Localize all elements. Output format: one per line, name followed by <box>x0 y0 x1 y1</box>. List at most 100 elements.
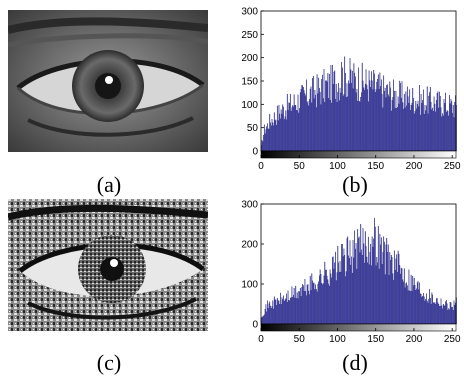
y-tick-label: 0 <box>252 147 258 158</box>
histogram-bar <box>273 112 275 152</box>
histogram-bar <box>390 259 391 325</box>
histogram-bar <box>355 92 357 152</box>
histogram-bar <box>426 86 428 152</box>
histogram-bar <box>289 298 291 325</box>
histogram-bar <box>262 316 264 325</box>
histogram-bar <box>307 101 309 152</box>
histogram-bar <box>317 283 319 325</box>
histogram-bar <box>296 292 298 325</box>
histogram-bar <box>372 89 374 152</box>
histogram-bar <box>281 113 283 152</box>
histogram-bar <box>387 244 389 325</box>
histogram-bar <box>364 83 366 152</box>
histogram-bar <box>327 279 329 325</box>
histogram-bar <box>315 107 317 152</box>
histogram-bar <box>265 129 267 152</box>
histogram-bar <box>378 88 380 152</box>
histogram-bar <box>454 101 456 152</box>
histogram-bar <box>390 255 392 325</box>
histogram-bar <box>276 298 278 325</box>
histogram-bar <box>340 271 342 325</box>
histogram-bar <box>426 293 427 325</box>
histogram-bar <box>410 291 411 325</box>
histogram-bar <box>381 94 383 152</box>
x-tick-label: 50 <box>294 334 306 345</box>
histogram-bar <box>365 246 367 325</box>
histogram-bar <box>274 120 276 152</box>
histogram-bar <box>343 94 345 152</box>
histogram-bar <box>344 254 346 325</box>
histogram-bar <box>330 273 332 325</box>
histogram-bar <box>380 86 381 152</box>
histogram-bar <box>279 303 281 325</box>
histogram-bar <box>432 107 433 152</box>
histogram-bar <box>265 304 267 325</box>
histogram-bar <box>344 56 346 152</box>
histogram-bar <box>445 301 446 325</box>
histogram-bar <box>292 105 294 152</box>
y-tick-label: 150 <box>241 77 258 88</box>
histogram-bar <box>390 87 391 152</box>
histogram-bar <box>329 269 331 325</box>
histogram-bar <box>390 110 392 152</box>
histogram-bar <box>305 95 307 152</box>
histogram-bar <box>315 94 317 152</box>
histogram-bar <box>335 98 336 152</box>
histogram-bar <box>453 117 455 152</box>
histogram-bar <box>341 244 343 325</box>
histogram-bar <box>285 298 287 325</box>
histogram-d: 0 100 200 300 0 50 100 150 200 250 <box>230 198 462 348</box>
histogram-bar <box>438 303 440 325</box>
histogram-bar <box>330 65 332 152</box>
histogram-bar <box>324 261 326 325</box>
histogram-bar <box>403 281 404 325</box>
histogram-bar <box>365 69 367 152</box>
histogram-bar <box>381 264 383 325</box>
histogram-bar <box>385 244 387 325</box>
histogram-bar <box>296 110 298 152</box>
histogram-bar <box>363 243 365 325</box>
histogram-bar <box>347 236 349 325</box>
histogram-bar <box>301 84 303 152</box>
x-tick-label: 150 <box>367 161 384 172</box>
histogram-bar <box>453 300 455 325</box>
histogram-bar <box>280 109 282 152</box>
panel-label-c: (c) <box>96 350 122 375</box>
histogram-bar <box>400 273 401 325</box>
histogram-bar <box>312 280 313 325</box>
histogram-bar <box>437 91 439 152</box>
y-tick-label: 0 <box>252 320 258 331</box>
histogram-bar <box>304 278 306 325</box>
histogram-bar <box>406 86 408 152</box>
histogram-bar <box>417 280 419 325</box>
y-tick-label: 100 <box>241 280 258 291</box>
histogram-bar <box>423 113 425 152</box>
histogram-bar <box>320 104 322 152</box>
histogram-bar <box>270 125 272 152</box>
histogram-bar <box>384 274 386 325</box>
histogram-bar <box>309 99 310 152</box>
panel-label-d: (d) <box>342 350 368 375</box>
histogram-bar <box>306 79 307 152</box>
histogram-bar <box>306 285 308 325</box>
histogram-bar <box>357 100 359 152</box>
histogram-bar <box>399 265 401 325</box>
histogram-bar <box>305 291 307 325</box>
histogram-bar <box>382 107 384 152</box>
histogram-bar <box>359 252 361 325</box>
histogram-bar <box>345 271 347 325</box>
histogram-bar <box>358 238 359 325</box>
histogram-bar <box>270 308 272 325</box>
histogram-bar <box>354 248 356 325</box>
histogram-bar <box>371 71 372 152</box>
y-tick-label: 300 <box>241 7 258 18</box>
histogram-bar <box>377 74 379 152</box>
histogram-bar <box>281 297 283 325</box>
histogram-bar <box>358 67 359 152</box>
histogram-bar <box>452 310 454 325</box>
histogram-bar <box>275 119 277 152</box>
histogram-bar <box>341 244 343 325</box>
histogram-bar <box>268 303 270 325</box>
histogram-bar <box>400 97 402 152</box>
histogram-bar <box>376 257 378 325</box>
